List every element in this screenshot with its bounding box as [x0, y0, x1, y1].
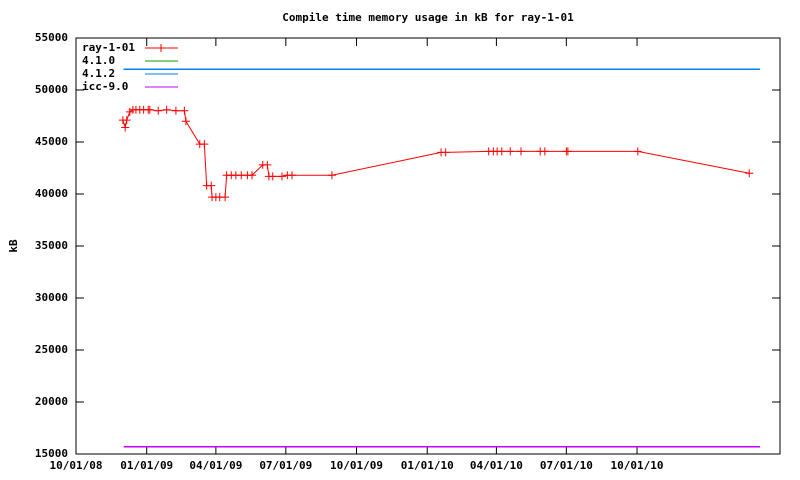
data-point	[506, 147, 515, 156]
data-point	[171, 106, 180, 115]
data-point	[221, 193, 230, 202]
data-point	[181, 117, 190, 126]
legend-label: ray-1-01	[82, 41, 135, 54]
y-tick-label: 25000	[35, 343, 68, 356]
data-point	[327, 171, 336, 180]
x-tick-label: 01/01/09	[120, 459, 173, 472]
data-point	[268, 172, 277, 181]
data-point	[287, 171, 296, 180]
data-point	[497, 147, 506, 156]
y-tick-label: 40000	[35, 187, 68, 200]
y-tick-label: 15000	[35, 447, 68, 460]
plot-frame	[75, 37, 781, 455]
y-tick-label: 45000	[35, 135, 68, 148]
legend-label: 4.1.0	[82, 54, 115, 67]
x-tick-label: 10/01/09	[330, 459, 383, 472]
legend-label: icc-9.0	[82, 80, 128, 93]
x-tick-label: 10/01/10	[611, 459, 664, 472]
y-tick-label: 30000	[35, 291, 68, 304]
data-point	[154, 106, 163, 115]
x-tick-label: 07/01/10	[540, 459, 593, 472]
data-point	[633, 147, 642, 156]
y-tick-label: 55000	[35, 31, 68, 44]
data-point	[277, 172, 286, 181]
y-tick-label: 35000	[35, 239, 68, 252]
data-point	[248, 171, 256, 180]
data-point	[745, 169, 754, 178]
y-tick-label: 20000	[35, 395, 68, 408]
data-point	[441, 148, 450, 157]
x-tick-label: 07/01/09	[259, 459, 312, 472]
data-point	[263, 160, 272, 169]
x-tick-label: 04/01/09	[189, 459, 242, 472]
x-tick-label: 10/01/08	[50, 459, 103, 472]
data-point	[122, 116, 131, 125]
data-point	[540, 147, 549, 156]
data-point	[121, 123, 130, 132]
data-point	[563, 147, 572, 156]
data-point	[162, 105, 171, 114]
series-line	[122, 109, 750, 198]
y-tick-label: 50000	[35, 83, 68, 96]
chart-title: Compile time memory usage in kB for ray-…	[282, 11, 574, 24]
data-point	[145, 105, 154, 114]
y-axis-label: kB	[7, 239, 20, 253]
data-point	[180, 106, 189, 115]
legend-label: 4.1.2	[82, 67, 115, 80]
data-point	[200, 140, 209, 149]
x-tick-label: 01/01/10	[401, 459, 454, 472]
x-tick-label: 04/01/10	[470, 459, 523, 472]
data-point	[207, 181, 216, 190]
data-point	[516, 147, 525, 156]
legend-marker	[157, 44, 165, 52]
